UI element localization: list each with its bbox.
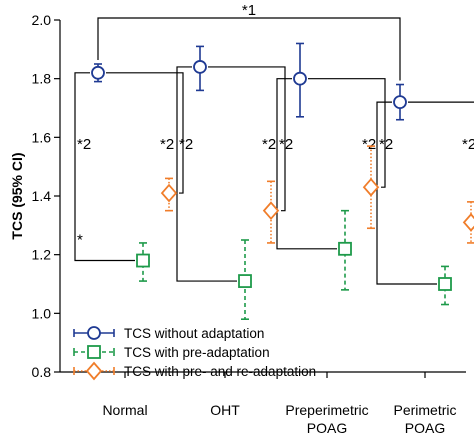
significance-label-top: *1 bbox=[242, 2, 256, 19]
axes: 0.8 1.0 1.2 1.4 1.6 1.8 2.0 TCS (95% CI) Normal O… bbox=[9, 12, 466, 436]
y-tick-label: 1.0 bbox=[32, 305, 52, 321]
significance-label: *2 bbox=[379, 136, 393, 153]
data-point bbox=[293, 71, 307, 86]
significance-label: *2 bbox=[462, 136, 474, 153]
data-point bbox=[338, 241, 352, 256]
data-marks bbox=[91, 42, 474, 321]
data-point bbox=[393, 95, 407, 110]
significance-label: *2 bbox=[160, 136, 174, 153]
data-point bbox=[362, 177, 380, 197]
y-tick-label: 1.6 bbox=[32, 129, 52, 145]
bracket-right bbox=[106, 72, 184, 194]
bracket-right bbox=[308, 78, 386, 188]
legend-marker bbox=[87, 345, 101, 359]
legend-label: TCS with pre- and re-adaptation bbox=[124, 364, 316, 379]
bracket-left bbox=[176, 66, 237, 282]
bracket-right bbox=[208, 66, 286, 212]
x-tick-label: POAG bbox=[405, 420, 445, 436]
significance-label: *2 bbox=[262, 136, 276, 153]
significance-label: *2 bbox=[279, 136, 293, 153]
data-point bbox=[438, 277, 452, 291]
significance-label: *2 bbox=[362, 136, 376, 153]
data-point bbox=[91, 65, 105, 80]
data-point bbox=[462, 213, 474, 232]
bracket-top bbox=[97, 17, 401, 81]
legend: TCS without adaptation TCS with pre-adapt… bbox=[73, 326, 316, 381]
legend-label: TCS with pre-adaptation bbox=[124, 345, 270, 360]
y-tick-label: 1.2 bbox=[32, 247, 52, 263]
legend-marker bbox=[85, 361, 103, 381]
legend-marker bbox=[87, 326, 101, 340]
x-tick-label: OHT bbox=[210, 402, 240, 418]
y-tick-label: 0.8 bbox=[32, 364, 52, 380]
x-tick-label: POAG bbox=[307, 420, 347, 436]
y-tick-label: 2.0 bbox=[32, 12, 52, 28]
bracket-left bbox=[276, 78, 337, 250]
significance-label: *2 bbox=[77, 136, 91, 153]
y-tick-label: 1.4 bbox=[32, 188, 52, 204]
bracket-left bbox=[74, 72, 135, 262]
x-tick-label: Preperimetric bbox=[285, 402, 368, 418]
bracket-right bbox=[408, 101, 474, 103]
bracket-left bbox=[376, 101, 437, 285]
data-point bbox=[238, 274, 252, 288]
x-tick-label: Perimetric bbox=[393, 402, 456, 418]
data-point bbox=[160, 183, 178, 203]
significance-label: * bbox=[77, 231, 83, 248]
x-tick-label: Normal bbox=[102, 402, 147, 418]
significance-brackets: *2 *2**2 *2 *2 *2 *2 *2*1 bbox=[74, 2, 474, 285]
y-tick-label: 1.8 bbox=[32, 71, 52, 87]
legend-label: TCS without adaptation bbox=[124, 326, 264, 341]
data-point bbox=[262, 201, 280, 221]
y-axis-label: TCS (95% CI) bbox=[9, 152, 25, 239]
data-point bbox=[136, 253, 150, 268]
data-point bbox=[193, 60, 207, 74]
significance-label: *2 bbox=[179, 136, 193, 153]
